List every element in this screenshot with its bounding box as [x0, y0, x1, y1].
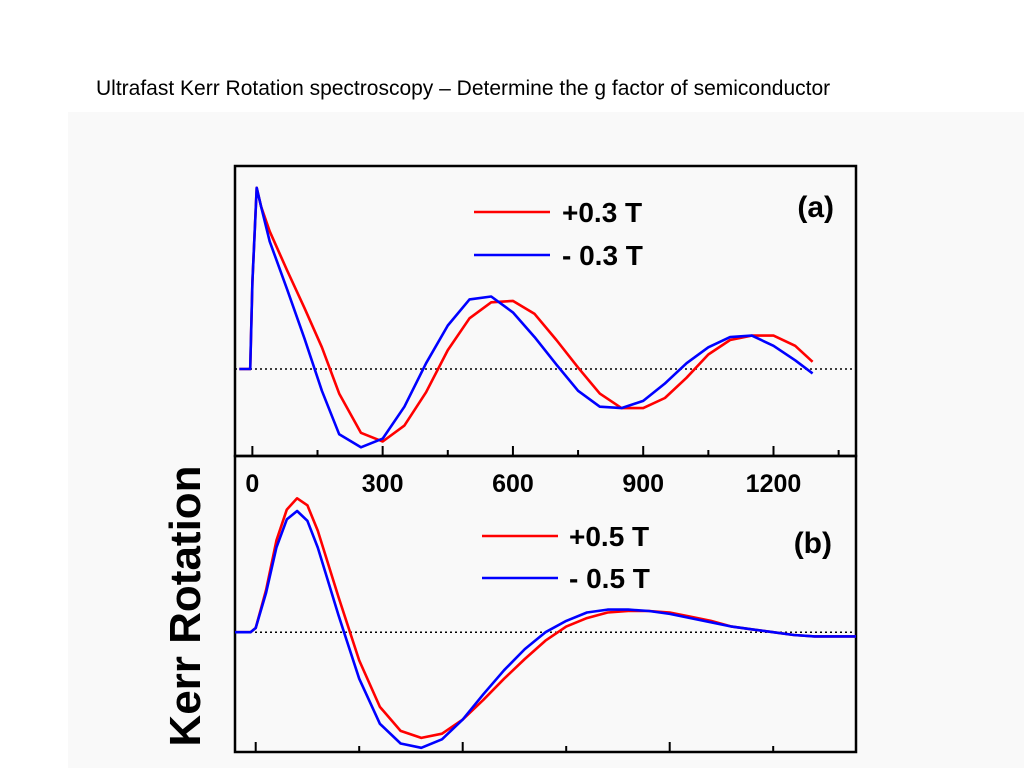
- panel-b-label: (b): [794, 527, 832, 560]
- panel-b-series: [235, 496, 856, 750]
- panel-a-label: (a): [797, 191, 834, 224]
- panel-b-x-ticks: [254, 742, 775, 752]
- series-line-b-1: [235, 509, 856, 750]
- panel-b-frame: [233, 454, 858, 754]
- legend-label: +0.5 T: [569, 521, 649, 552]
- slide-title: Ultrafast Kerr Rotation spectroscopy – D…: [96, 77, 831, 100]
- panel-a-x-ticks: [251, 446, 840, 456]
- panel-b: 0200400 +0.5 T- 0.5 T (b): [233, 454, 858, 754]
- x-tick-label: 0: [245, 470, 259, 498]
- panel-a-series: [239, 186, 814, 449]
- figure-background: [68, 112, 1024, 768]
- legend-label: - 0.5 T: [569, 563, 650, 594]
- x-tick-label: 600: [492, 470, 534, 498]
- panel-a-x-tick-labels: 0 300 600 900 1200: [245, 470, 801, 498]
- series-line-a-0: [239, 186, 814, 443]
- series-line-a-1: [239, 186, 814, 449]
- x-tick-label: 1200: [746, 470, 802, 498]
- legend-label: - 0.3 T: [562, 240, 643, 271]
- panel-b-legend: +0.5 T - 0.5 T: [482, 521, 650, 594]
- panel-a-frame: [233, 164, 858, 458]
- x-tick-label: 900: [622, 470, 664, 498]
- legend-label: +0.3 T: [562, 197, 642, 228]
- panel-a: 0 300 600 900 1200 +0.3 T - 0.3 T (a): [233, 164, 858, 498]
- x-tick-label: 300: [362, 470, 404, 498]
- panel-a-legend: +0.3 T - 0.3 T: [474, 197, 643, 271]
- series-line-b-0: [235, 496, 856, 740]
